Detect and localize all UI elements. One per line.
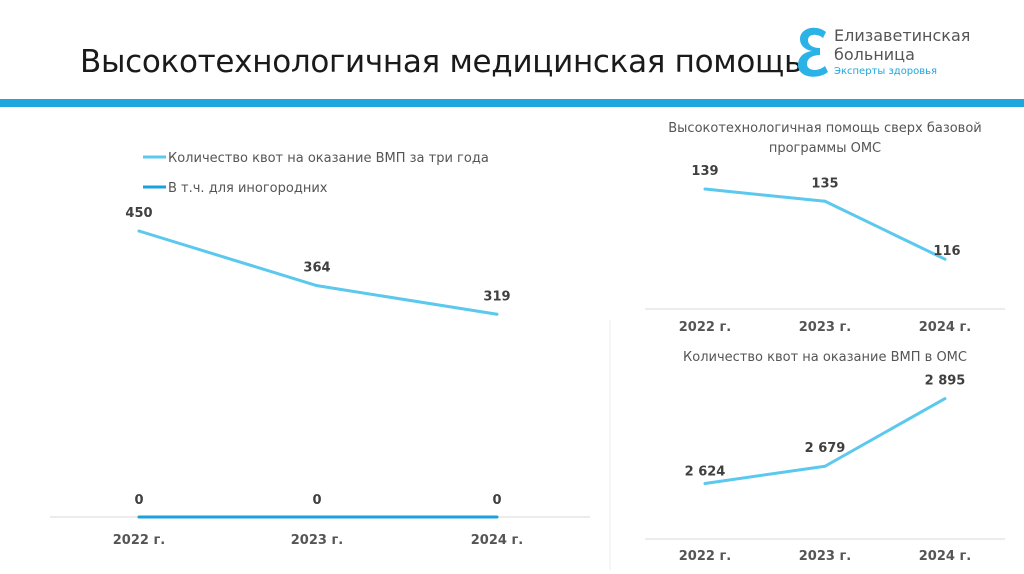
chart1-data-point xyxy=(315,515,319,519)
chart2-data-point xyxy=(823,199,827,203)
chart1-data-point xyxy=(495,312,499,316)
chart1-data-point xyxy=(315,284,319,288)
chart3-x-tick-label: 2022 г. xyxy=(679,549,731,564)
chart3-data-label: 2 895 xyxy=(925,374,966,389)
logo-tagline: Эксперты здоровья xyxy=(834,66,938,77)
chart2-x-tick-label: 2024 г. xyxy=(919,320,971,335)
chart1-x-tick-label: 2024 г. xyxy=(471,533,523,548)
chart1-data-point xyxy=(137,515,141,519)
chart2-x-tick-label: 2022 г. xyxy=(679,320,731,335)
chart3-title: Количество квот на оказание ВМП в ОМС xyxy=(683,350,967,365)
chart3-data-point xyxy=(943,397,947,401)
chart3-data-point xyxy=(823,464,827,468)
chart2-data-label: 139 xyxy=(691,164,718,179)
chart2-data-point xyxy=(943,257,947,261)
chart1-data-label: 364 xyxy=(303,261,330,276)
logo-line1: Елизаветинская xyxy=(834,26,971,45)
chart3-x-tick-label: 2023 г. xyxy=(799,549,851,564)
chart2-data-label: 116 xyxy=(933,244,960,259)
chart1-data-label: 0 xyxy=(312,493,321,508)
chart3-data-label: 2 679 xyxy=(805,441,846,456)
legend-label: В т.ч. для иногородних xyxy=(168,181,328,196)
chart1-data-point xyxy=(137,229,141,233)
chart1-data-label: 450 xyxy=(125,206,152,221)
logo-e-icon xyxy=(798,27,828,77)
chart2-x-tick-label: 2023 г. xyxy=(799,320,851,335)
chart1-x-tick-label: 2023 г. xyxy=(291,533,343,548)
chart2-title: Высокотехнологичная помощь сверх базовой… xyxy=(668,121,982,156)
chart3-x-tick-label: 2024 г. xyxy=(919,549,971,564)
logo: Елизаветинская больница Эксперты здоровья xyxy=(796,24,996,84)
chart2-data-point xyxy=(703,187,707,191)
chart1-data-label: 319 xyxy=(483,289,510,304)
page-title: Высокотехнологичная медицинская помощь xyxy=(80,44,802,80)
chart3-data-point xyxy=(703,481,707,485)
chart2-series-1-line xyxy=(704,187,946,261)
chart1-data-point xyxy=(495,515,499,519)
chart1-data-label: 0 xyxy=(492,493,501,508)
logo-line2: больница xyxy=(834,45,915,64)
chart3-data-label: 2 624 xyxy=(685,464,726,479)
chart1-data-label: 0 xyxy=(134,493,143,508)
chart1-x-tick-label: 2022 г. xyxy=(113,533,165,548)
legend-label: Количество квот на оказание ВМП за три г… xyxy=(168,151,489,166)
header-accent-bar xyxy=(0,99,1024,107)
chart2-data-label: 135 xyxy=(811,176,838,191)
